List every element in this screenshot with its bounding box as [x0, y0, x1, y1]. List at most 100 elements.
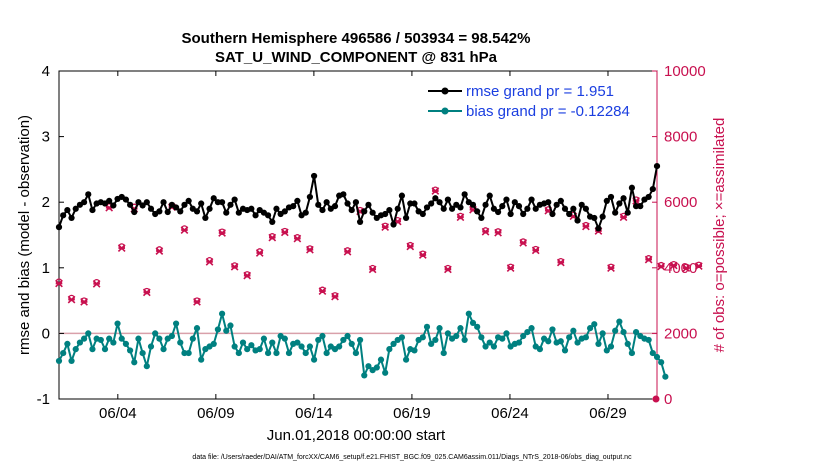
bias-point — [365, 363, 372, 370]
rmse-point — [490, 205, 498, 212]
nobs-assimilated-point — [531, 246, 540, 255]
rmse-point — [365, 201, 372, 208]
nobs-assimilated-point — [519, 239, 528, 247]
rmse-point — [520, 210, 527, 218]
rmse-series — [55, 163, 661, 232]
rmse-point — [273, 205, 280, 212]
nobs-assimilated-point — [205, 258, 214, 266]
bias-point — [269, 339, 276, 346]
nobs-possible-point — [331, 292, 339, 299]
nobs-assimilated-point — [193, 298, 201, 306]
x-tick-label: 06/29 — [589, 405, 627, 422]
bias-point — [97, 336, 104, 344]
bias-point — [620, 328, 627, 336]
rmse-point — [235, 209, 242, 216]
rmse-point — [352, 199, 360, 206]
bias-point — [570, 327, 577, 334]
rmse-point — [185, 197, 192, 204]
nobs-assimilated-point — [142, 288, 151, 297]
rmse-point — [160, 199, 167, 206]
rmse-point — [344, 200, 351, 207]
x-tick-label: 06/04 — [99, 405, 137, 422]
rmse-point — [507, 210, 514, 218]
rmse-point — [432, 195, 439, 202]
bias-point — [264, 349, 272, 357]
bias-point — [64, 340, 71, 347]
rmse-point — [578, 201, 585, 208]
rmse-point — [361, 208, 368, 215]
nobs-assimilated-point — [318, 287, 327, 295]
bias-point — [591, 321, 598, 328]
nobs-possible-point — [369, 264, 376, 272]
rmse-point — [323, 199, 330, 206]
bias-point — [474, 323, 481, 330]
bias-point — [198, 356, 205, 363]
bias-point — [645, 336, 652, 344]
bias-point — [377, 356, 385, 363]
bias-point — [139, 349, 146, 357]
bias-point — [340, 336, 347, 344]
rmse-point — [628, 184, 636, 191]
rmse-point — [310, 172, 318, 180]
nobs-assimilated-point — [230, 262, 239, 271]
x-axis-label: Jun.01,2018 00:00:00 start — [267, 427, 446, 444]
nobs-assimilated-point — [343, 247, 352, 256]
bias-point — [658, 359, 665, 366]
bias-point — [465, 310, 472, 317]
nobs-assimilated-point — [368, 265, 377, 274]
rmse-point — [612, 209, 619, 216]
bias-point — [561, 347, 569, 354]
y-axis-right: 0 2000 4000 6000 8000 10000 — [652, 63, 706, 408]
bias-point — [486, 339, 493, 346]
nobs-assimilated-point — [381, 223, 390, 231]
bias-point — [444, 330, 452, 337]
bias-point — [461, 336, 468, 344]
rmse-point — [302, 209, 309, 216]
x-axis: 06/04 06/09 06/14 06/19 06/24 06/29 — [99, 71, 627, 422]
rmse-point — [624, 209, 631, 216]
bias-point — [244, 346, 251, 353]
bias-point — [457, 325, 464, 332]
bias-point — [469, 319, 477, 327]
nobs-assimilated-point — [694, 262, 703, 271]
bias-point — [419, 334, 426, 341]
rmse-point — [591, 214, 598, 222]
nobs-possible-point — [269, 233, 276, 240]
bias-point — [356, 336, 364, 344]
legend-rmse-marker — [441, 87, 449, 95]
rmse-point — [306, 193, 314, 201]
bias-point — [72, 346, 79, 353]
nobs-possible-point — [294, 234, 301, 241]
bias-point — [616, 318, 623, 325]
nobs-possible-point — [281, 227, 289, 235]
bias-point — [582, 334, 590, 341]
nobs-assimilated-point — [582, 222, 590, 231]
rmse-point — [64, 206, 71, 214]
nobs-assimilated-point — [444, 265, 452, 274]
bias-point — [499, 335, 506, 342]
nobs-assimilated-point — [406, 242, 415, 251]
legend-bias-label: bias grand pr = -0.12284 — [466, 103, 630, 120]
rmse-point — [369, 209, 376, 216]
rmse-point — [653, 163, 661, 170]
rmse-point — [607, 193, 615, 201]
rmse-point — [515, 203, 523, 210]
rmse-point — [340, 191, 347, 198]
rmse-point — [561, 205, 569, 212]
nobs-possible-point — [344, 247, 351, 254]
rmse-point — [528, 196, 535, 203]
rmse-point — [248, 205, 255, 212]
bias-point — [152, 330, 159, 337]
rmse-point — [356, 218, 364, 225]
nobs-possible-point — [419, 250, 427, 257]
nobs-possible-point — [306, 245, 314, 252]
x-tick-label: 06/24 — [491, 405, 529, 422]
nobs-possible-point — [519, 238, 527, 245]
nobs-assimilated-point — [180, 226, 189, 234]
nobs-possible-point — [683, 263, 690, 271]
rmse-point — [193, 208, 201, 215]
rmse-point — [206, 205, 213, 212]
legend: rmse grand pr = 1.951 bias grand pr = -0… — [420, 80, 652, 124]
rmse-point — [494, 208, 502, 216]
rmse-point — [348, 206, 355, 214]
